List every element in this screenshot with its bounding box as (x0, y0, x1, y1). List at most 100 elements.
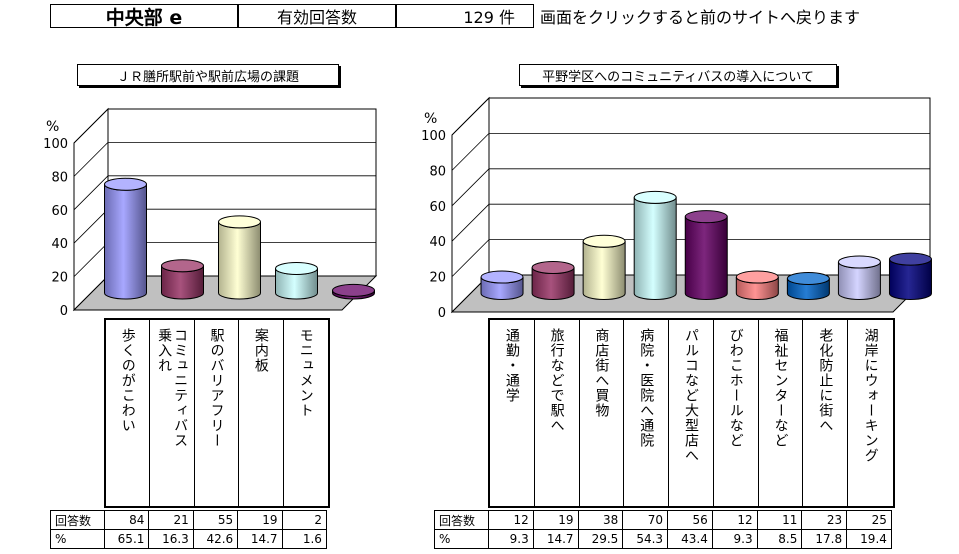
table-cell: 56 (667, 510, 713, 530)
row-label: 回答数 (434, 510, 489, 530)
chart1-title: ＪＲ膳所駅前や駅前広場の課題 (77, 64, 339, 86)
y-tick-label: 100 (43, 137, 68, 152)
category-text: 歩くのがこわい (119, 328, 136, 433)
gridline (451, 133, 930, 171)
y-tick-label: 40 (51, 237, 68, 252)
percent-row: % 65.1 16.3 42.6 14.7 1.6 (50, 529, 327, 549)
y-tick-label: 0 (60, 304, 68, 319)
bar-4 (633, 190, 677, 300)
y-tick-label: 0 (438, 306, 446, 321)
category-label: モニュメント (284, 320, 328, 506)
percent-row: % 9.3 14.7 29.5 54.3 43.4 9.3 8.5 17.8 19.4 (434, 529, 892, 549)
y-axis-label: % (424, 111, 437, 127)
category-label: コミュニティバス 乗入れ (150, 320, 195, 506)
table-cell: 29.5 (577, 529, 624, 549)
y-tick-label: 20 (51, 271, 68, 286)
table-cell: 25 (846, 510, 892, 530)
table-cell: 70 (622, 510, 669, 530)
bar-1 (104, 177, 147, 300)
category-text: 旅行などで駅へ (548, 328, 565, 433)
bar-4 (275, 261, 318, 300)
category-text: 案内板 (252, 328, 269, 373)
table-cell: 14.7 (237, 529, 283, 549)
table-cell: 8.5 (756, 529, 803, 549)
bar-9 (888, 252, 932, 300)
category-text: 湖岸にウォーキング (862, 328, 879, 463)
category-text: 通勤・通学 (503, 328, 520, 403)
category-text: 老化防止に街へ (817, 328, 834, 433)
category-label: 福祉センターなど (759, 320, 804, 506)
category-text: 商店街へ買物 (593, 328, 610, 418)
category-label: パルコなど大型店へ (669, 320, 714, 506)
gridline (451, 97, 930, 136)
category-text: びわこホールなど (727, 328, 744, 448)
chart1-data-table: 回答数 84 21 55 19 2% 65.1 16.3 42.6 14.7 1.6 (50, 510, 327, 549)
gridline (451, 203, 930, 242)
table-cell: 9.3 (488, 529, 534, 549)
table-cell: 23 (801, 510, 848, 530)
table-cell: 43.4 (667, 529, 713, 549)
gridline (73, 142, 376, 177)
y-tick-label: 20 (429, 271, 446, 286)
count-row: 回答数 12 19 38 70 56 12 11 23 25 (434, 510, 892, 530)
table-cell: 54.3 (622, 529, 669, 549)
table-cell: 14.7 (532, 529, 579, 549)
row-label: 回答数 (50, 510, 105, 530)
category-text: 病院・医院へ通院 (638, 328, 655, 448)
table-cell: 65.1 (103, 529, 150, 549)
category-label: びわこホールなど (714, 320, 759, 506)
chart2-title: 平野学区へのコミュニティバスの導入について (519, 64, 837, 86)
bar-2 (531, 260, 575, 300)
bar-8 (837, 255, 881, 300)
bar-2 (161, 259, 204, 300)
category-label: 商店街へ買物 (580, 320, 625, 506)
table-cell: 84 (103, 510, 150, 530)
region-title: 中央部 e (50, 4, 238, 29)
table-cell: 16.3 (148, 529, 194, 549)
category-text: 駅のバリアフリー (208, 328, 225, 448)
gridline (73, 108, 376, 144)
row-label: % (50, 529, 105, 549)
count-row: 回答数 84 21 55 19 2 (50, 510, 327, 530)
category-label: 老化防止に街へ (803, 320, 849, 506)
y-axis-label: % (46, 119, 59, 135)
bar-6 (735, 270, 779, 300)
table-cell: 42.6 (192, 529, 239, 549)
category-label: 案内板 (239, 320, 284, 506)
gridline (73, 175, 376, 211)
table-cell: 38 (577, 510, 624, 530)
category-text: モニュメント (297, 328, 314, 418)
y-tick-label: 40 (429, 235, 446, 250)
bar-1 (480, 270, 524, 300)
bar-5 (684, 210, 728, 300)
category-label: 旅行などで駅へ (535, 320, 580, 506)
bar-3 (582, 234, 626, 300)
responses-label: 有効回答数 (238, 4, 396, 28)
category-label: 病院・医院へ通院 (624, 320, 670, 506)
return-link-note[interactable]: 画面をクリックすると前のサイトへ戻ります (540, 8, 861, 27)
table-cell: 12 (711, 510, 758, 530)
y-tick-label: 60 (51, 204, 68, 219)
category-text: パルコなど大型店へ (682, 328, 699, 463)
table-cell: 11 (756, 510, 803, 530)
row-label: % (434, 529, 489, 549)
category-text: 福祉センターなど (772, 328, 789, 448)
category-label: 駅のバリアフリー (195, 320, 240, 506)
responses-count: 129 件 (396, 4, 534, 28)
bar-3 (218, 215, 261, 300)
y-tick-label: 100 (421, 129, 446, 144)
gridline (451, 168, 930, 207)
chart1-category-box: 歩くのがこわい コミュニティバス 乗入れ 駅のバリアフリー 案内板 モニュメント (104, 318, 330, 508)
category-label: 通勤・通学 (490, 320, 535, 506)
chart2-category-box: 通勤・通学 旅行などで駅へ 商店街へ買物 病院・医院へ通院 パルコなど大型店へ びわこホー… (488, 318, 895, 508)
table-cell: 19.4 (846, 529, 892, 549)
table-cell: 1.6 (281, 529, 327, 549)
y-tick-label: 80 (51, 170, 68, 185)
table-cell: 12 (488, 510, 534, 530)
table-cell: 9.3 (711, 529, 758, 549)
table-cell: 21 (148, 510, 194, 530)
y-tick-label: 60 (429, 200, 446, 215)
category-text: コミュニティバス 乗入れ (156, 328, 189, 448)
